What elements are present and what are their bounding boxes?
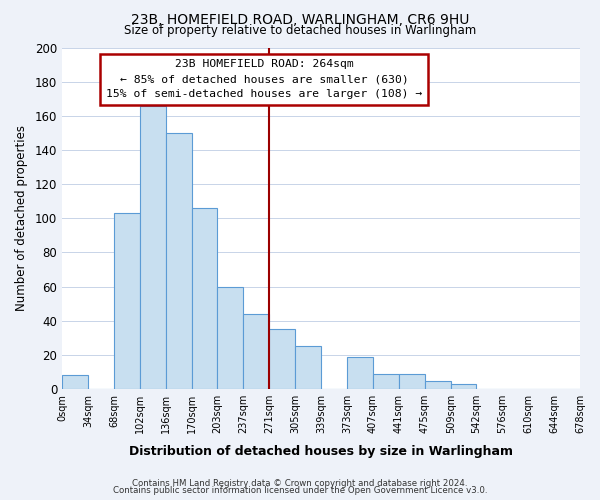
Text: Contains HM Land Registry data © Crown copyright and database right 2024.: Contains HM Land Registry data © Crown c… [132, 478, 468, 488]
Bar [192, 208, 217, 389]
Bar [347, 356, 373, 389]
Text: 23B HOMEFIELD ROAD: 264sqm
← 85% of detached houses are smaller (630)
15% of sem: 23B HOMEFIELD ROAD: 264sqm ← 85% of deta… [106, 60, 422, 99]
Text: Contains public sector information licensed under the Open Government Licence v3: Contains public sector information licen… [113, 486, 487, 495]
Bar [114, 213, 140, 389]
Bar [451, 384, 476, 389]
Bar [166, 133, 192, 389]
Y-axis label: Number of detached properties: Number of detached properties [15, 126, 28, 312]
Bar [62, 376, 88, 389]
Bar [425, 380, 451, 389]
Bar [269, 330, 295, 389]
Text: 23B, HOMEFIELD ROAD, WARLINGHAM, CR6 9HU: 23B, HOMEFIELD ROAD, WARLINGHAM, CR6 9HU [131, 12, 469, 26]
Bar [295, 346, 321, 389]
Bar [140, 106, 166, 389]
Bar [399, 374, 425, 389]
X-axis label: Distribution of detached houses by size in Warlingham: Distribution of detached houses by size … [129, 444, 513, 458]
Bar [243, 314, 269, 389]
Bar [217, 286, 243, 389]
Bar [373, 374, 399, 389]
Text: Size of property relative to detached houses in Warlingham: Size of property relative to detached ho… [124, 24, 476, 37]
